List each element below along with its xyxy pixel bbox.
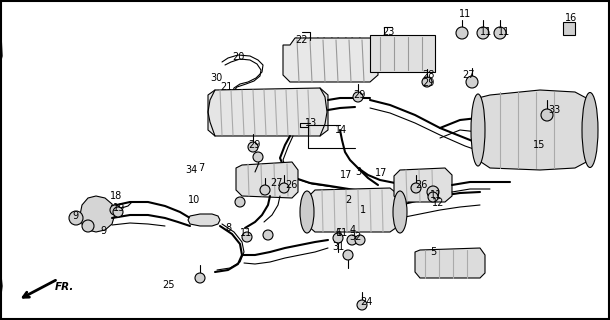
Text: 1: 1 [360, 205, 366, 215]
Text: 28: 28 [422, 70, 434, 80]
Text: 29: 29 [248, 140, 260, 150]
Circle shape [357, 300, 367, 310]
Circle shape [411, 183, 421, 193]
Text: 11: 11 [459, 9, 472, 19]
Polygon shape [563, 22, 575, 35]
Text: 27: 27 [462, 70, 475, 80]
Polygon shape [394, 168, 452, 202]
Text: 8: 8 [225, 223, 231, 233]
Ellipse shape [471, 94, 485, 166]
Text: 6: 6 [335, 228, 341, 238]
Circle shape [466, 76, 478, 88]
Text: 26: 26 [415, 180, 428, 190]
Text: 33: 33 [548, 105, 560, 115]
Circle shape [343, 250, 353, 260]
Circle shape [263, 230, 273, 240]
Text: 14: 14 [335, 125, 347, 135]
Circle shape [477, 27, 489, 39]
Circle shape [347, 235, 357, 245]
Ellipse shape [393, 191, 407, 233]
Circle shape [541, 109, 553, 121]
Text: 29: 29 [422, 78, 434, 88]
Text: 17: 17 [340, 170, 353, 180]
Circle shape [260, 185, 270, 195]
Circle shape [494, 27, 506, 39]
Circle shape [235, 197, 245, 207]
Text: 4: 4 [350, 225, 356, 235]
Text: 7: 7 [198, 163, 204, 173]
Polygon shape [188, 214, 220, 226]
Text: 2: 2 [345, 195, 351, 205]
Text: 16: 16 [565, 13, 577, 23]
Polygon shape [478, 90, 590, 170]
Circle shape [82, 220, 94, 232]
Circle shape [422, 77, 432, 87]
Text: 25: 25 [162, 280, 174, 290]
Polygon shape [0, 15, 2, 60]
Circle shape [248, 142, 258, 152]
Circle shape [242, 232, 252, 242]
Text: 13: 13 [305, 118, 317, 128]
Text: 5: 5 [430, 247, 436, 257]
Text: 19: 19 [113, 203, 125, 213]
Text: 22: 22 [295, 35, 307, 45]
Text: 27: 27 [270, 178, 282, 188]
Circle shape [333, 233, 343, 243]
Circle shape [428, 192, 438, 202]
Text: 11: 11 [430, 190, 442, 200]
Text: 11: 11 [240, 228, 253, 238]
Polygon shape [80, 196, 115, 232]
Text: 17: 17 [375, 168, 387, 178]
Text: 10: 10 [188, 195, 200, 205]
Text: 11: 11 [480, 27, 492, 37]
Text: 11: 11 [336, 228, 348, 238]
Circle shape [253, 152, 263, 162]
Polygon shape [307, 188, 400, 232]
Text: 23: 23 [382, 27, 395, 37]
Polygon shape [370, 35, 435, 72]
Polygon shape [415, 248, 485, 278]
Text: 12: 12 [432, 198, 444, 208]
Circle shape [195, 273, 205, 283]
Ellipse shape [300, 191, 314, 233]
Circle shape [110, 205, 120, 215]
Ellipse shape [582, 92, 598, 167]
Text: 34: 34 [186, 165, 198, 175]
Text: 30: 30 [210, 73, 222, 83]
Polygon shape [236, 162, 298, 198]
Text: FR.: FR. [55, 282, 74, 292]
Circle shape [355, 235, 365, 245]
Text: 9: 9 [100, 226, 106, 236]
Polygon shape [283, 38, 378, 82]
Text: 20: 20 [232, 52, 245, 62]
Text: 9: 9 [72, 211, 78, 221]
Text: 15: 15 [533, 140, 545, 150]
Text: 29: 29 [353, 90, 365, 100]
Text: 3: 3 [355, 167, 361, 177]
Polygon shape [0, 276, 2, 303]
Circle shape [113, 207, 123, 217]
Text: 18: 18 [110, 191, 122, 201]
Polygon shape [208, 88, 328, 136]
Circle shape [456, 27, 468, 39]
Text: 24: 24 [360, 297, 372, 307]
Text: 32: 32 [349, 232, 361, 242]
Circle shape [279, 183, 289, 193]
Text: 11: 11 [498, 27, 510, 37]
Text: 31: 31 [332, 242, 344, 252]
Text: 26: 26 [285, 180, 298, 190]
Circle shape [353, 92, 363, 102]
Text: 21: 21 [220, 82, 232, 92]
Circle shape [427, 186, 439, 198]
Circle shape [69, 211, 83, 225]
